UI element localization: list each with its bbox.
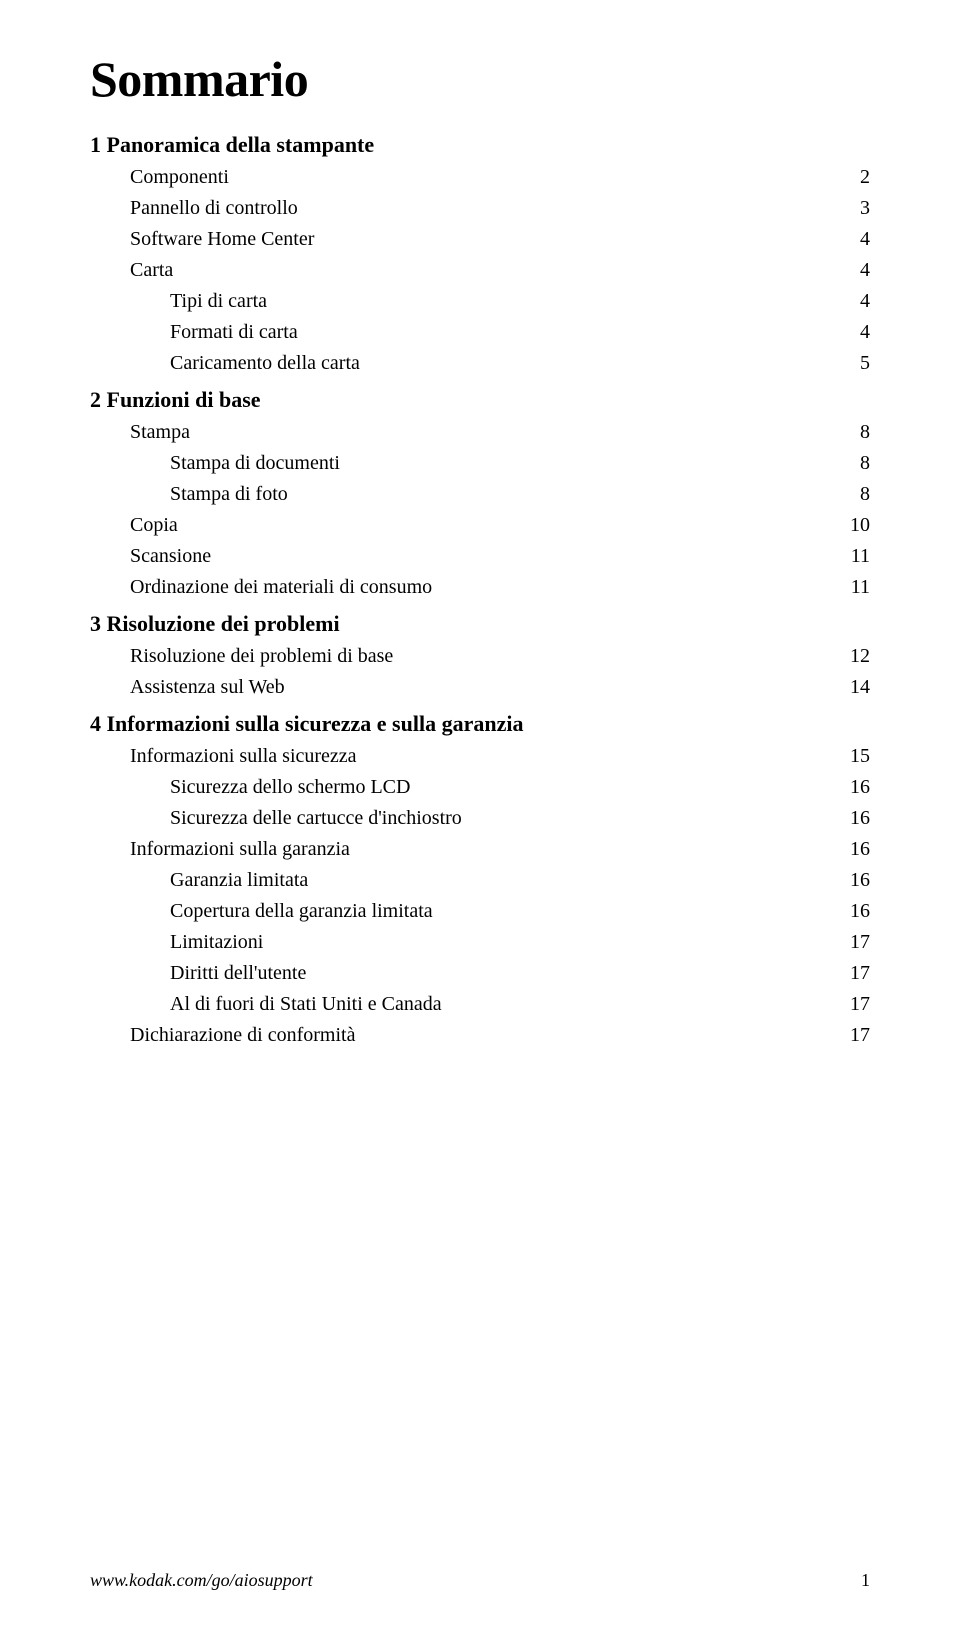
toc-entry-label: Stampa di documenti [170,448,340,479]
chapter-heading: 1 Panoramica della stampante [90,132,870,158]
toc-entry[interactable]: Diritti dell'utente 17 [90,958,870,989]
toc-entry-page: 4 [860,224,870,255]
toc-entry-page: 16 [850,772,870,803]
toc-entry-label: Diritti dell'utente [170,958,306,989]
toc-entry-page: 4 [860,317,870,348]
footer-url: www.kodak.com/go/aiosupport [90,1570,313,1591]
toc-entry[interactable]: Copertura della garanzia limitata 16 [90,896,870,927]
toc-entry-label: Pannello di controllo [130,193,298,224]
toc-entry-label: Al di fuori di Stati Uniti e Canada [170,989,442,1020]
toc-entry-page: 14 [850,672,870,703]
chapter-heading: 2 Funzioni di base [90,387,870,413]
toc-entry-page: 17 [850,989,870,1020]
toc-entry-page: 3 [860,193,870,224]
toc-entry-label: Ordinazione dei materiali di consumo [130,572,432,603]
toc-entry-label: Assistenza sul Web [130,672,285,703]
toc-entry[interactable]: Sicurezza delle cartucce d'inchiostro 16 [90,803,870,834]
toc-entry-label: Formati di carta [170,317,298,348]
toc-entry-label: Stampa di foto [170,479,288,510]
toc-entry-label: Risoluzione dei problemi di base [130,641,393,672]
page-title: Sommario [90,50,870,108]
toc-entry-label: Software Home Center [130,224,314,255]
toc-entry-label: Garanzia limitata [170,865,308,896]
toc-entry[interactable]: Copia 10 [90,510,870,541]
toc-entry-label: Informazioni sulla garanzia [130,834,350,865]
toc-entry[interactable]: Al di fuori di Stati Uniti e Canada 17 [90,989,870,1020]
toc-entry[interactable]: Dichiarazione di conformità 17 [90,1020,870,1051]
toc-entry-page: 8 [860,479,870,510]
toc-entry[interactable]: Caricamento della carta 5 [90,348,870,379]
toc-entry-page: 8 [860,448,870,479]
toc-entry-label: Sicurezza delle cartucce d'inchiostro [170,803,462,834]
toc-entry-page: 4 [860,286,870,317]
toc-entry-page: 12 [850,641,870,672]
toc-entry[interactable]: Assistenza sul Web 14 [90,672,870,703]
toc-entry[interactable]: Software Home Center 4 [90,224,870,255]
toc-entry-page: 16 [850,834,870,865]
toc-entry-page: 17 [850,927,870,958]
toc-entry[interactable]: Limitazioni 17 [90,927,870,958]
toc-entry[interactable]: Tipi di carta 4 [90,286,870,317]
toc-page: Sommario 1 Panoramica della stampante Com… [0,0,960,1631]
toc-entry-label: Stampa [130,417,190,448]
toc-entry-label: Caricamento della carta [170,348,360,379]
toc-entry[interactable]: Componenti 2 [90,162,870,193]
toc-entry[interactable]: Sicurezza dello schermo LCD 16 [90,772,870,803]
chapter-heading: 3 Risoluzione dei problemi [90,611,870,637]
toc-entry-page: 5 [860,348,870,379]
toc-entry[interactable]: Stampa di foto 8 [90,479,870,510]
toc-entry-page: 4 [860,255,870,286]
toc-entry[interactable]: Stampa 8 [90,417,870,448]
toc-entry[interactable]: Formati di carta 4 [90,317,870,348]
toc-entry[interactable]: Garanzia limitata 16 [90,865,870,896]
toc-entry[interactable]: Carta 4 [90,255,870,286]
toc-entry-label: Tipi di carta [170,286,267,317]
toc-entry[interactable]: Informazioni sulla garanzia 16 [90,834,870,865]
toc-entry-label: Carta [130,255,173,286]
toc-entry-page: 16 [850,803,870,834]
toc-entry[interactable]: Ordinazione dei materiali di consumo 11 [90,572,870,603]
toc-entry-page: 2 [860,162,870,193]
toc-entry-label: Copia [130,510,178,541]
toc-entry-page: 11 [851,541,870,572]
toc-entry-label: Dichiarazione di conformità [130,1020,355,1051]
toc-entry-page: 10 [850,510,870,541]
toc-entry-label: Scansione [130,541,211,572]
footer-page-number: 1 [861,1570,870,1591]
toc-entry-page: 16 [850,896,870,927]
toc-body: 1 Panoramica della stampanteComponenti2P… [90,132,870,1051]
toc-entry[interactable]: Pannello di controllo 3 [90,193,870,224]
toc-entry-label: Componenti [130,162,229,193]
toc-entry[interactable]: Informazioni sulla sicurezza 15 [90,741,870,772]
toc-entry-label: Informazioni sulla sicurezza [130,741,357,772]
toc-entry[interactable]: Stampa di documenti 8 [90,448,870,479]
chapter-heading: 4 Informazioni sulla sicurezza e sulla g… [90,711,870,737]
toc-entry-label: Copertura della garanzia limitata [170,896,433,927]
toc-entry[interactable]: Scansione 11 [90,541,870,572]
toc-entry-label: Sicurezza dello schermo LCD [170,772,410,803]
toc-entry-page: 11 [851,572,870,603]
toc-entry[interactable]: Risoluzione dei problemi di base 12 [90,641,870,672]
toc-entry-page: 15 [850,741,870,772]
toc-entry-page: 8 [860,417,870,448]
page-footer: www.kodak.com/go/aiosupport 1 [90,1570,870,1591]
toc-entry-page: 16 [850,865,870,896]
toc-entry-page: 17 [850,1020,870,1051]
toc-entry-page: 17 [850,958,870,989]
toc-entry-label: Limitazioni [170,927,263,958]
